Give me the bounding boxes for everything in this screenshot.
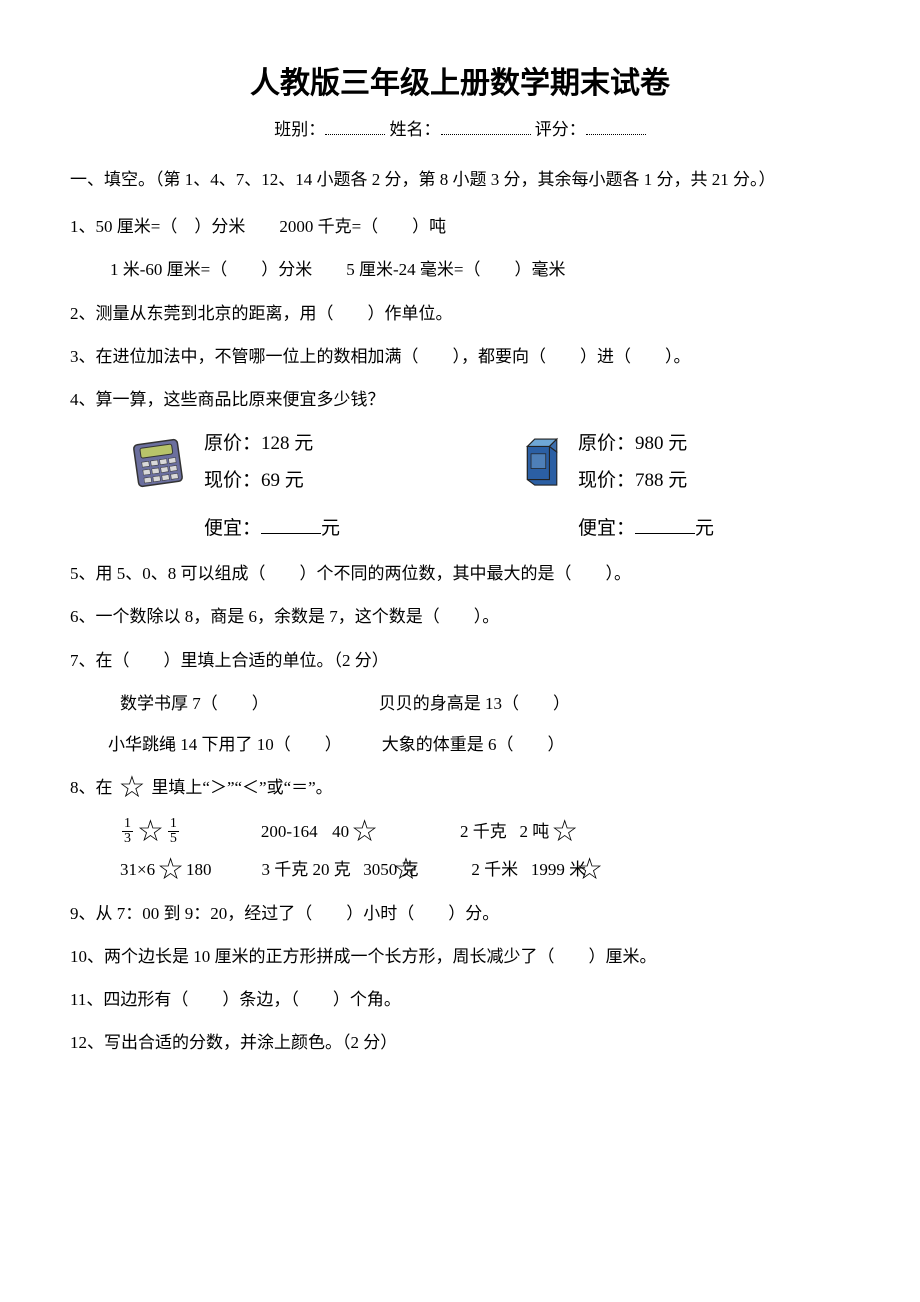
q7-a1: 数学书厚 7（ ） [120,690,269,717]
q7-row-b: 小华跳绳 14 下用了 10（ ） 大象的体重是 6（ ） [108,731,850,758]
q4r-cheap-unit: 元 [695,518,714,539]
frac-den: 3 [122,832,133,846]
question-12: 12、写出合适的分数，并涂上颜色。（2 分） [70,1029,850,1056]
q8-r2-c3a: 2 千米 [471,856,518,883]
q8-r2-c3: 2 千米 1999 米 ☆ [471,856,605,883]
q4r-orig-label: 原价： [578,433,635,454]
section-1-heading-text: 一、填空。（第 1、4、7、12、14 小题各 2 分，第 8 小题 3 分，其… [70,170,776,189]
frac-num: 1 [122,817,133,832]
q8-r2-c2a: 3 千克 20 克 [262,856,351,883]
q4l-now-val: 69 元 [261,470,304,491]
q4-left-col: 原价：128 元 现价：69 元 便宜： 元 [130,429,340,544]
q8-row-1: 13 ☆ 15 200-164 40 ☆ 2 千克 2 吨 ☆ [120,817,850,846]
q4r-now-val: 788 元 [635,470,687,491]
q4l-orig-val: 128 元 [261,433,313,454]
q7-a2: 贝贝的身高是 13（ ） [379,690,570,717]
score-label: 评分： [535,120,586,139]
q4-right-prices: 原价：980 元 现价：788 元 [578,429,687,496]
frac-den: 5 [168,832,179,846]
question-8-head: 8、在 ☆ 里填上“＞”“＜”或“＝”。 [70,774,850,801]
frac-num: 1 [168,817,179,832]
q8-row-2: 31×6 ☆ 180 3 千克 20 克 3050 克 ☆ 2 千米 1999 … [120,856,850,883]
q8-head-pre: 8、在 [70,774,113,801]
question-11: 11、四边形有（ ）条边，（ ）个角。 [70,986,850,1013]
name-blank[interactable] [441,118,531,135]
q4l-cheap-unit: 元 [321,518,340,539]
page-title: 人教版三年级上册数学期末试卷 [70,60,850,108]
question-2: 2、测量从东莞到北京的距离，用（ ）作单位。 [70,300,850,327]
q4l-now-label: 现价： [204,470,261,491]
q8-r1-c2a: 200-164 [261,818,318,845]
q7-b1: 小华跳绳 14 下用了 10（ ） [108,731,342,758]
question-3: 3、在进位加法中，不管哪一位上的数相加满（ ），都要向（ ）进（ ）。 [70,343,850,370]
question-4-head: 4、算一算，这些商品比原来便宜多少钱？ [70,386,850,413]
q8-r1-c3: 2 千克 2 吨 ☆ [460,818,580,845]
class-blank[interactable] [325,118,385,135]
question-6: 6、一个数除以 8，商是 6，余数是 7，这个数是（ ）。 [70,603,850,630]
question-1-line-a: 1、50 厘米=（ ）分米 2000 千克=（ ）吨 [70,213,850,240]
q4r-orig-val: 980 元 [635,433,687,454]
question-10: 10、两个边长是 10 厘米的正方形拼成一个长方形，周长减少了（ ）厘米。 [70,943,850,970]
q4r-now-label: 现价： [578,470,635,491]
question-7-head: 7、在（ ）里填上合适的单位。（2 分） [70,647,850,674]
q4l-cheap-label: 便宜： [204,518,261,539]
q8-r1-c3b: 2 吨 [519,818,549,845]
star-icon[interactable]: ☆ [157,858,184,882]
q8-r2-c1b: 180 [186,856,212,883]
star-icon[interactable]: ☆ [576,858,603,882]
q8-r1-c1: 13 ☆ 15 [120,817,181,846]
q4r-cheap-label: 便宜： [578,518,635,539]
carton-icon [520,434,566,492]
q4r-cheap-blank[interactable] [635,515,695,534]
q4l-orig-label: 原价： [204,433,261,454]
score-blank[interactable] [586,118,646,135]
class-label: 班别： [274,120,325,139]
star-icon[interactable]: ☆ [351,820,378,844]
name-label: 姓名： [390,120,441,139]
star-icon: ☆ [119,776,146,800]
q8-r2-c2: 3 千克 20 克 3050 克 ☆ [262,856,422,883]
section-1-heading: 一、填空。（第 1、4、7、12、14 小题各 2 分，第 8 小题 3 分，其… [104,163,850,197]
calculator-icon [130,438,192,488]
star-icon[interactable]: ☆ [551,820,578,844]
q4-right-col: 原价：980 元 现价：788 元 便宜： 元 [520,429,714,544]
q7-b2: 大象的体重是 6（ ） [382,731,565,758]
q8-r1-c2: 200-164 40 ☆ [261,818,380,845]
question-9: 9、从 7：00 到 9：20，经过了（ ）小时（ ）分。 [70,900,850,927]
q7-row-a: 数学书厚 7（ ） 贝贝的身高是 13（ ） [120,690,850,717]
q4l-cheap-blank[interactable] [261,515,321,534]
q4-left-prices: 原价：128 元 现价：69 元 [204,429,313,496]
question-5: 5、用 5、0、8 可以组成（ ）个不同的两位数，其中最大的是（ ）。 [70,560,850,587]
q8-head-post: 里填上“＞”“＜”或“＝”。 [151,774,332,801]
q8-r2-c1: 31×6 ☆ 180 [120,856,212,883]
star-icon[interactable]: ☆ [393,858,420,882]
star-icon[interactable]: ☆ [137,820,164,844]
student-info-line: 班别： 姓名： 评分： [70,116,850,143]
question-4-items: 原价：128 元 现价：69 元 便宜：元 原价：980 元 现价：788 元 … [130,429,850,544]
q8-r1-c2b: 40 [332,818,349,845]
question-1-line-b: 1 米-60 厘米=（ ）分米 5 厘米-24 毫米=（ ）毫米 [110,256,850,283]
q8-r1-c3a: 2 千克 [460,818,507,845]
q8-r2-c1a: 31×6 [120,856,155,883]
